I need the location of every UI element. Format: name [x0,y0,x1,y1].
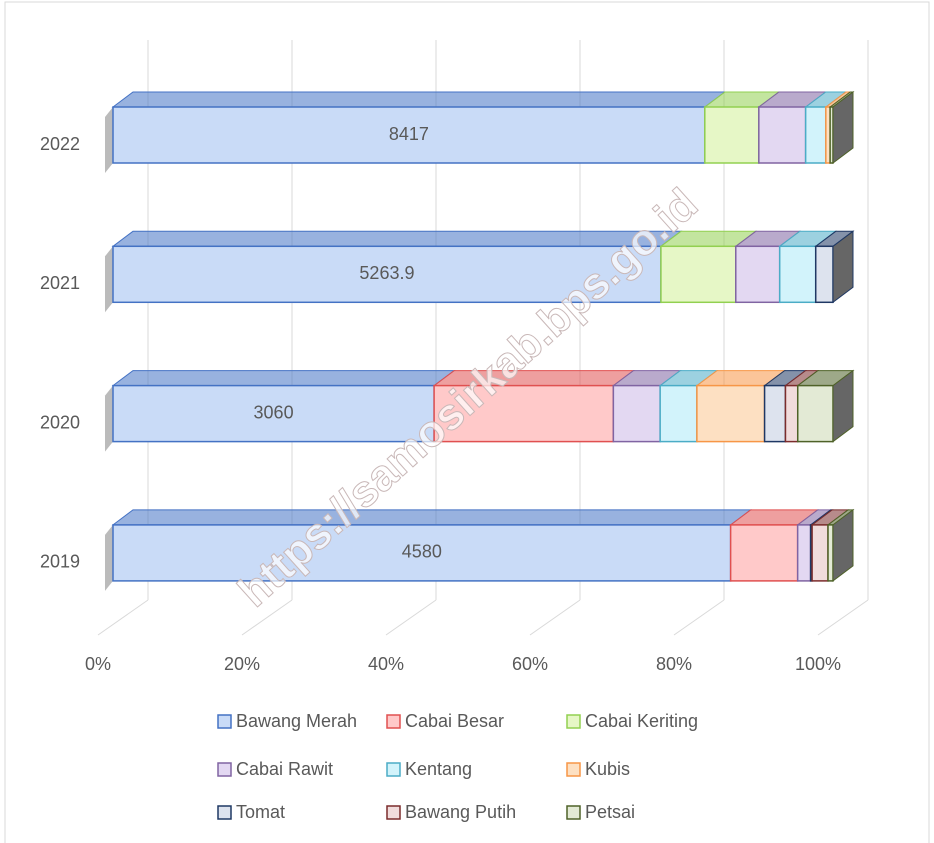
bar-segment [111,509,753,582]
bar [659,384,698,443]
bar-segment [729,509,820,582]
legend-swatch [217,714,232,729]
bar-left-shade [105,246,113,313]
x-tick-label: 0% [85,654,111,674]
bar [796,524,812,582]
bar-segment [763,370,807,443]
legend-label: Cabai Keriting [585,711,698,731]
bar-top [111,509,753,526]
bar-left-shade [105,385,113,452]
y-tick-label: 2022 [40,134,80,154]
x-tick-label: 20% [224,654,260,674]
legend-label: Tomat [236,802,285,822]
bar [814,245,834,304]
grid-line [817,599,869,636]
bar-segment [778,230,838,304]
data-label: 5263.9 [359,263,414,283]
data-label: 4580 [402,542,442,562]
bar-side [832,91,854,164]
x-tick-label: 100% [795,654,841,674]
bar [612,384,661,443]
x-tick-label: 40% [368,654,404,674]
bar [112,524,732,582]
bar-segment [432,370,635,443]
bar-segment [757,91,828,164]
bar-segment [703,91,781,164]
legend-label: Bawang Merah [236,711,357,731]
legend-swatch [566,714,581,729]
bar-top [111,370,456,387]
bar [704,106,760,164]
bar-left-shade [105,107,113,173]
bar [804,106,827,164]
legend-swatch [386,714,401,729]
bar-segment [111,230,683,304]
legend-swatch [386,762,401,777]
grid-line [385,599,437,636]
legend-label: Kubis [585,759,630,779]
grid-line [673,599,725,636]
x-tick-label: 80% [656,654,692,674]
bar-side [832,508,854,582]
y-tick-label: 2020 [40,412,80,432]
bar [696,384,766,443]
bar-left-shade [105,524,113,591]
grid-line [241,599,293,636]
legend-swatch [217,805,232,820]
grid-line [529,599,581,636]
bar-segment [111,91,727,164]
data-label: 3060 [254,402,294,422]
bar-side [832,369,854,443]
bar [112,106,706,164]
y-tick-label: 2021 [40,273,80,293]
bar [729,524,799,582]
bar [735,245,781,304]
x-tick-label: 60% [512,654,548,674]
legend-swatch [566,762,581,777]
bar [433,384,615,443]
bar [827,524,834,582]
legend-label: Petsai [585,802,635,822]
bar [763,384,787,443]
bar [758,106,807,164]
legend-label: Cabai Besar [405,711,504,731]
bar [660,245,737,304]
bar [778,245,817,304]
legend-swatch [566,805,581,820]
legend-swatch [386,805,401,820]
legend-label: Kentang [405,759,472,779]
legend-swatch [217,762,232,777]
y-tick-label: 2019 [40,552,80,572]
bar-segment [796,509,833,582]
bar [796,384,834,443]
bar-segment [658,370,719,443]
bar-side [832,230,854,304]
legend-label: Cabai Rawit [236,759,333,779]
bar [811,524,829,582]
bar-top [111,91,727,108]
bar-top [111,230,683,247]
bar [784,384,799,443]
bar-segment [796,370,855,443]
data-label: 8417 [389,124,429,144]
legend-label: Bawang Putih [405,802,516,822]
grid-line [97,599,149,636]
bar-segment [659,230,758,304]
